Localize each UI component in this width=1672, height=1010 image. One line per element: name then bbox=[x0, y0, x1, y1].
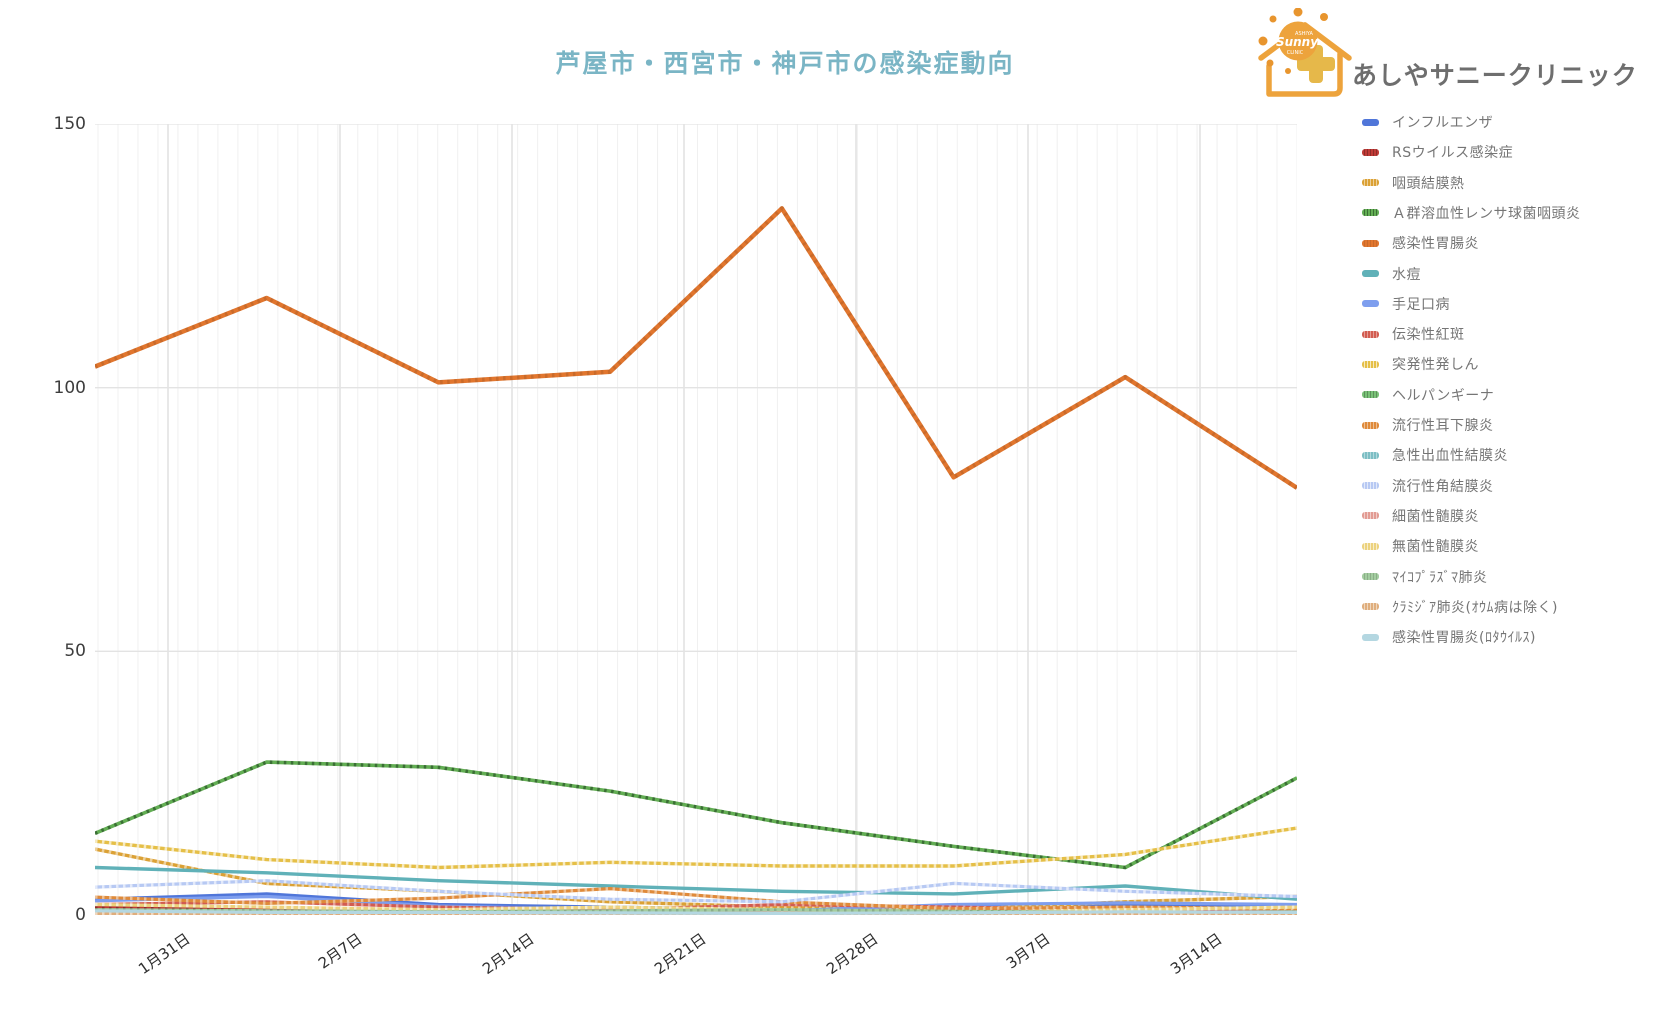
legend-label: 手足口病 bbox=[1392, 296, 1450, 313]
legend-label: ｸﾗﾐｼﾞｱ肺炎(ｵｳﾑ病は除く) bbox=[1392, 599, 1558, 616]
legend-swatch bbox=[1362, 330, 1379, 338]
legend-swatch bbox=[1362, 573, 1379, 580]
x-tick-label: 2月28日 bbox=[823, 929, 882, 979]
series-line[interactable] bbox=[94, 887, 1298, 911]
legend-item[interactable]: 急性出血性結膜炎 bbox=[1362, 440, 1508, 470]
legend-label: Ａ群溶血性レンサ球菌咽頭炎 bbox=[1392, 205, 1581, 222]
x-tick-label: 2月7日 bbox=[314, 929, 366, 973]
legend-label: 無菌性髄膜炎 bbox=[1392, 539, 1479, 556]
legend-item[interactable]: インフルエンザ bbox=[1362, 107, 1493, 137]
legend-item[interactable]: 突発性発しん bbox=[1362, 349, 1479, 379]
y-tick-label: 50 bbox=[64, 641, 86, 662]
series-line-pattern bbox=[94, 760, 1298, 870]
legend-swatch bbox=[1362, 300, 1379, 308]
x-tick-label: 1月31日 bbox=[135, 929, 194, 979]
series-line-pattern bbox=[94, 826, 1298, 870]
sun-text-bottom: CLINIC bbox=[1287, 50, 1304, 56]
legend-swatch bbox=[1362, 633, 1379, 641]
legend-label: 伝染性紅斑 bbox=[1392, 327, 1465, 344]
legend-item[interactable]: 流行性耳下腺炎 bbox=[1362, 410, 1494, 440]
legend-label: 急性出血性結膜炎 bbox=[1392, 448, 1508, 465]
x-tick-label: 2月21日 bbox=[651, 929, 710, 979]
legend-item[interactable]: 咽頭結膜熱 bbox=[1362, 168, 1465, 198]
series-line-pattern bbox=[94, 887, 1298, 911]
clinic-name: あしやサニークリニック bbox=[1352, 61, 1638, 90]
legend-label: RSウイルス感染症 bbox=[1392, 145, 1514, 162]
legend-item[interactable]: ﾏｲｺﾌﾟﾗｽﾞﾏ肺炎 bbox=[1362, 562, 1488, 592]
series-line-pattern bbox=[94, 879, 1298, 904]
legend-item[interactable]: 細菌性髄膜炎 bbox=[1362, 501, 1479, 531]
legend-swatch bbox=[1362, 360, 1379, 368]
legend-swatch bbox=[1362, 179, 1379, 187]
legend-item[interactable]: 伝染性紅斑 bbox=[1362, 319, 1465, 349]
legend-swatch bbox=[1362, 451, 1379, 459]
sun-text-top: ASHIYA bbox=[1295, 31, 1313, 37]
legend-item[interactable]: 感染性胃腸炎(ﾛﾀｳｲﾙｽ) bbox=[1362, 622, 1536, 652]
series-line-pattern bbox=[94, 902, 1298, 914]
legend-label: 水痘 bbox=[1392, 266, 1421, 283]
x-tick-label: 3月14日 bbox=[1167, 929, 1226, 979]
legend-item[interactable]: 流行性角結膜炎 bbox=[1362, 471, 1494, 501]
series-line[interactable] bbox=[94, 909, 1298, 915]
legend-label: 感染性胃腸炎(ﾛﾀｳｲﾙｽ) bbox=[1392, 630, 1536, 647]
legend-label: ﾏｲｺﾌﾟﾗｽﾞﾏ肺炎 bbox=[1392, 569, 1488, 586]
legend-item[interactable]: RSウイルス感染症 bbox=[1362, 137, 1513, 167]
legend-swatch bbox=[1362, 603, 1379, 611]
legend-swatch bbox=[1362, 391, 1379, 399]
legend-label: 細菌性髄膜炎 bbox=[1392, 508, 1479, 525]
legend-label: 突発性発しん bbox=[1392, 357, 1479, 374]
legend-swatch bbox=[1362, 148, 1379, 156]
x-tick-label: 3月7日 bbox=[1002, 929, 1054, 973]
clinic-logo: ASHIYA Sunny CLINIC あしやサニークリニック bbox=[1185, 8, 1665, 103]
series-line[interactable] bbox=[94, 865, 1298, 901]
legend-item[interactable]: 水痘 bbox=[1362, 259, 1421, 289]
legend-item[interactable]: ヘルパンギーナ bbox=[1362, 380, 1494, 410]
legend-swatch bbox=[1362, 542, 1379, 550]
page-title: 芦屋市・西宮市・神戸市の感染症動向 bbox=[555, 49, 1015, 78]
x-tick-label: 2月14日 bbox=[479, 929, 538, 979]
legend-label: ヘルパンギーナ bbox=[1392, 387, 1495, 404]
y-tick-label: 100 bbox=[53, 377, 86, 398]
series-line[interactable] bbox=[94, 206, 1299, 490]
series-line-pattern bbox=[94, 847, 1298, 912]
y-tick-label: 0 bbox=[75, 905, 86, 925]
legend-swatch bbox=[1362, 270, 1379, 277]
legend-item[interactable]: Ａ群溶血性レンサ球菌咽頭炎 bbox=[1362, 198, 1581, 228]
legend-swatch bbox=[1362, 512, 1379, 520]
legend-swatch bbox=[1362, 421, 1379, 429]
legend-label: インフルエンザ bbox=[1392, 115, 1494, 131]
chart-canvas bbox=[88, 123, 1299, 916]
legend-swatch bbox=[1362, 239, 1379, 247]
legend-swatch bbox=[1362, 209, 1379, 217]
legend-item[interactable]: 手足口病 bbox=[1362, 289, 1450, 319]
clinic-logo-mark: ASHIYA Sunny CLINIC bbox=[1258, 8, 1352, 97]
y-tick-label: 150 bbox=[53, 114, 86, 134]
legend-item[interactable]: ｸﾗﾐｼﾞｱ肺炎(ｵｳﾑ病は除く) bbox=[1362, 592, 1558, 622]
legend-label: 感染性胃腸炎 bbox=[1392, 236, 1479, 253]
legend-swatch bbox=[1362, 482, 1379, 490]
series-line-pattern bbox=[94, 206, 1299, 490]
legend-label: 流行性耳下腺炎 bbox=[1392, 418, 1494, 434]
cross-icon bbox=[1297, 45, 1335, 83]
legend-label: 咽頭結膜熱 bbox=[1392, 175, 1465, 192]
legend-label: 流行性角結膜炎 bbox=[1392, 478, 1494, 495]
plot-area bbox=[88, 123, 1299, 916]
sun-text-brand: Sunny bbox=[1276, 35, 1319, 49]
legend-swatch bbox=[1362, 118, 1379, 126]
sun-icon: ASHIYA Sunny CLINIC bbox=[1258, 8, 1328, 74]
legend-item[interactable]: 無菌性髄膜炎 bbox=[1362, 531, 1479, 561]
legend-item[interactable]: 感染性胃腸炎 bbox=[1362, 228, 1479, 258]
